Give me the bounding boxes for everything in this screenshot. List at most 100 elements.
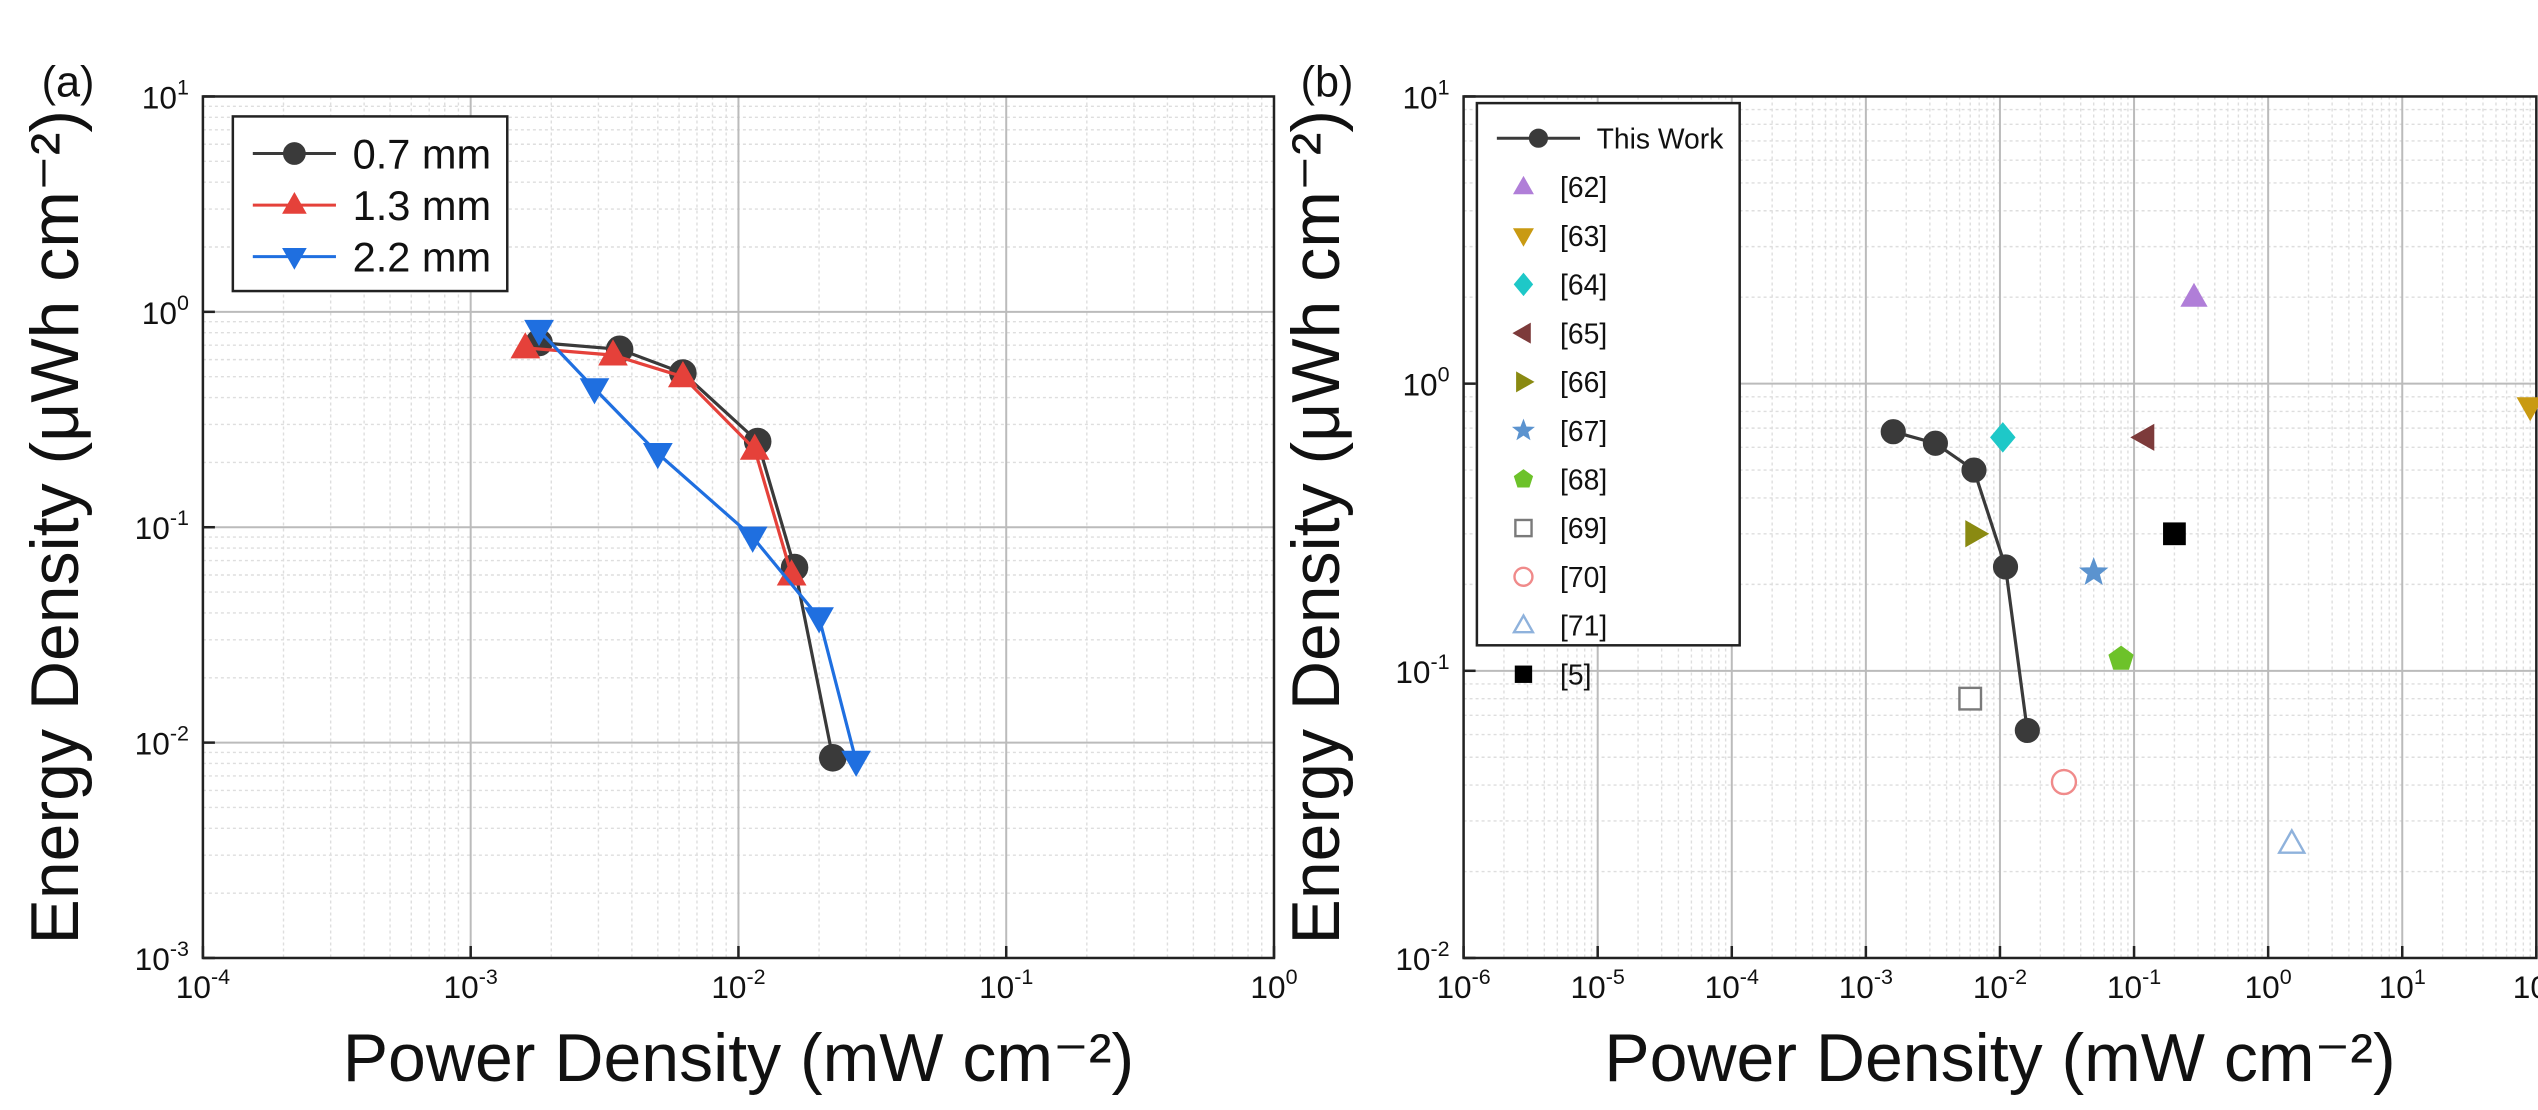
legend-marker bbox=[282, 191, 307, 214]
legend-marker bbox=[1514, 518, 1533, 538]
data-point bbox=[1990, 422, 2016, 453]
data-point bbox=[2050, 768, 2078, 796]
series-5 bbox=[2163, 522, 2186, 546]
legend-label: [5] bbox=[1560, 658, 1591, 690]
data-point bbox=[2108, 645, 2134, 670]
x-tick-label: 10-2 bbox=[711, 965, 765, 1005]
legend-item: [68] bbox=[1513, 463, 1607, 495]
legend-marker bbox=[1512, 175, 1534, 195]
series-62 bbox=[2180, 282, 2208, 307]
x-tick-label: 10-3 bbox=[444, 965, 498, 1005]
legend-label: [70] bbox=[1560, 561, 1607, 593]
data-point bbox=[510, 332, 541, 359]
x-tick-label: 10-4 bbox=[1705, 965, 1759, 1005]
data-point bbox=[1958, 686, 1983, 711]
data-point bbox=[524, 319, 554, 347]
series-line bbox=[538, 341, 835, 759]
x-tick-label: 10-4 bbox=[176, 965, 230, 1005]
legend-item: [70] bbox=[1513, 561, 1607, 593]
legend-marker bbox=[282, 248, 307, 270]
data-point bbox=[818, 744, 847, 772]
legend-item: [69] bbox=[1514, 512, 1607, 544]
legend-item: [5] bbox=[1514, 658, 1591, 690]
data-point bbox=[2014, 717, 2040, 744]
series-63 bbox=[2516, 397, 2538, 422]
x-tick-label: 10-3 bbox=[1839, 965, 1893, 1005]
legend-item: [62] bbox=[1512, 171, 1607, 203]
legend-marker bbox=[1511, 613, 1535, 634]
panel-a-series bbox=[510, 319, 871, 777]
data-point bbox=[598, 339, 628, 366]
legend-marker bbox=[283, 142, 306, 165]
legend-label: [63] bbox=[1560, 220, 1607, 252]
y-tick-label: 101 bbox=[142, 75, 189, 115]
legend-marker bbox=[1511, 418, 1535, 441]
series-69 bbox=[1958, 686, 1983, 711]
legend-label: 2.2 mm bbox=[353, 234, 492, 281]
legend-item: [66] bbox=[1516, 366, 1607, 398]
data-point bbox=[1965, 520, 1990, 548]
y-tick-label: 10-1 bbox=[135, 506, 189, 546]
data-point bbox=[667, 360, 698, 388]
panel-b-chart: (b) 10-6 10-5 10-4 10-3 10-2 10-1 100 101 102 10-… bbox=[1278, 58, 2538, 1096]
panel-a-chart: (a) 10-4 10-3 10-2 10-1 10010-310-210-110010… bbox=[17, 58, 1297, 1096]
panel-b-series bbox=[1880, 282, 2538, 854]
x-tick-label: 10-2 bbox=[1973, 965, 2027, 1005]
legend-label: [64] bbox=[1560, 269, 1607, 301]
data-point bbox=[1880, 419, 1906, 445]
legend-item: 0.7 mm bbox=[252, 131, 492, 178]
x-tick-label: 100 bbox=[2245, 965, 2292, 1005]
legend-marker bbox=[1513, 566, 1534, 587]
legend-label: [69] bbox=[1560, 512, 1607, 544]
series-66 bbox=[1965, 520, 1990, 548]
x-tick-label: 10-1 bbox=[979, 965, 1033, 1005]
legend-item: This Work bbox=[1496, 122, 1724, 154]
legend-label: 0.7 mm bbox=[353, 131, 492, 178]
legend-marker bbox=[1512, 228, 1534, 247]
data-point bbox=[804, 607, 834, 634]
panel-a-y-axis-title: Energy Density (μWh cm⁻²) bbox=[17, 110, 93, 945]
series-2-2-mm bbox=[524, 319, 871, 777]
series-71 bbox=[2277, 828, 2307, 854]
data-point bbox=[2516, 397, 2538, 422]
legend-item: [64] bbox=[1513, 269, 1607, 301]
y-tick-label: 101 bbox=[1402, 75, 1449, 115]
legend-label: [65] bbox=[1560, 317, 1607, 349]
legend-item: 2.2 mm bbox=[252, 234, 492, 281]
legend-item: [63] bbox=[1512, 220, 1607, 252]
x-tick-label: 10-6 bbox=[1436, 965, 1490, 1005]
legend-label: [68] bbox=[1560, 463, 1607, 495]
legend-item: [65] bbox=[1512, 317, 1607, 349]
legend-marker bbox=[1528, 128, 1549, 148]
series-64 bbox=[1990, 422, 2016, 453]
y-tick-label: 10-2 bbox=[135, 722, 189, 762]
legend-item: [71] bbox=[1511, 610, 1607, 642]
legend-item: [67] bbox=[1511, 415, 1607, 447]
legend-marker bbox=[1512, 322, 1531, 344]
panel-a-x-axis-title: Power Density (mW cm⁻²) bbox=[343, 1020, 1134, 1096]
data-point bbox=[2277, 828, 2307, 854]
panel-b-y-axis-title: Energy Density (μWh cm⁻²) bbox=[1278, 110, 1354, 945]
panel-a-label: (a) bbox=[42, 58, 95, 106]
legend-marker bbox=[1514, 665, 1533, 683]
data-point bbox=[1922, 430, 1948, 456]
legend-label: [62] bbox=[1560, 171, 1607, 203]
data-point bbox=[2130, 423, 2155, 451]
series-1-3-mm bbox=[510, 332, 807, 586]
panel-a-legend: 0.7 mm1.3 mm 2.2 mm bbox=[231, 115, 509, 293]
series-65 bbox=[2130, 423, 2155, 451]
series-68 bbox=[2108, 645, 2134, 670]
series-70 bbox=[2050, 768, 2078, 796]
series-67 bbox=[2078, 556, 2109, 585]
data-point bbox=[579, 378, 610, 405]
y-tick-label: 10-1 bbox=[1395, 650, 1449, 690]
data-point bbox=[739, 433, 770, 460]
x-tick-label: 101 bbox=[2379, 965, 2426, 1005]
x-tick-label: 10-5 bbox=[1571, 965, 1625, 1005]
panel-b-x-axis-title: Power Density (mW cm⁻²) bbox=[1604, 1020, 2395, 1096]
y-tick-label: 100 bbox=[142, 291, 189, 331]
legend-label: [66] bbox=[1560, 366, 1607, 398]
legend-item: 1.3 mm bbox=[252, 182, 491, 229]
